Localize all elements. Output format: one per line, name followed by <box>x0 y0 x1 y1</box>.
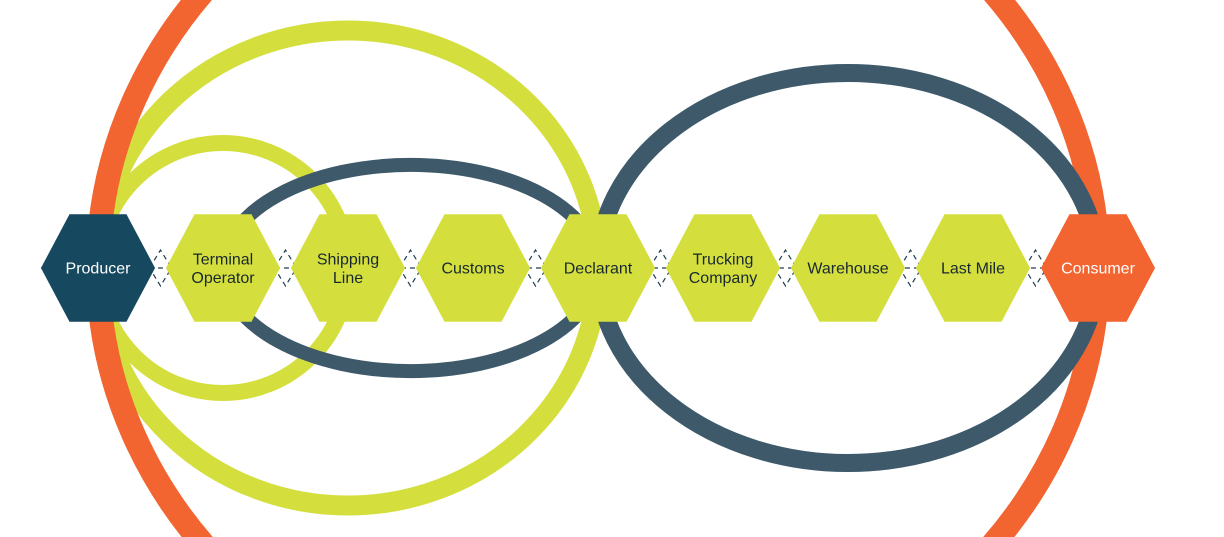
node-label-consumer: Consumer <box>1061 261 1135 278</box>
node-label-trucking: TruckingCompany <box>689 251 757 286</box>
arc-terminal-declarant-bottom <box>223 268 598 371</box>
supply-chain-diagram: ProducerTerminalOperatorShippingLineCust… <box>0 0 1224 537</box>
node-label-producer: Producer <box>66 261 132 278</box>
node-label-lastmile: Last Mile <box>941 261 1005 278</box>
node-label-declarant: Declarant <box>564 261 633 278</box>
node-label-terminal: TerminalOperator <box>191 251 255 286</box>
arc-terminal-declarant-top <box>223 165 598 268</box>
node-label-warehouse: Warehouse <box>807 261 888 278</box>
node-label-customs: Customs <box>441 261 504 278</box>
